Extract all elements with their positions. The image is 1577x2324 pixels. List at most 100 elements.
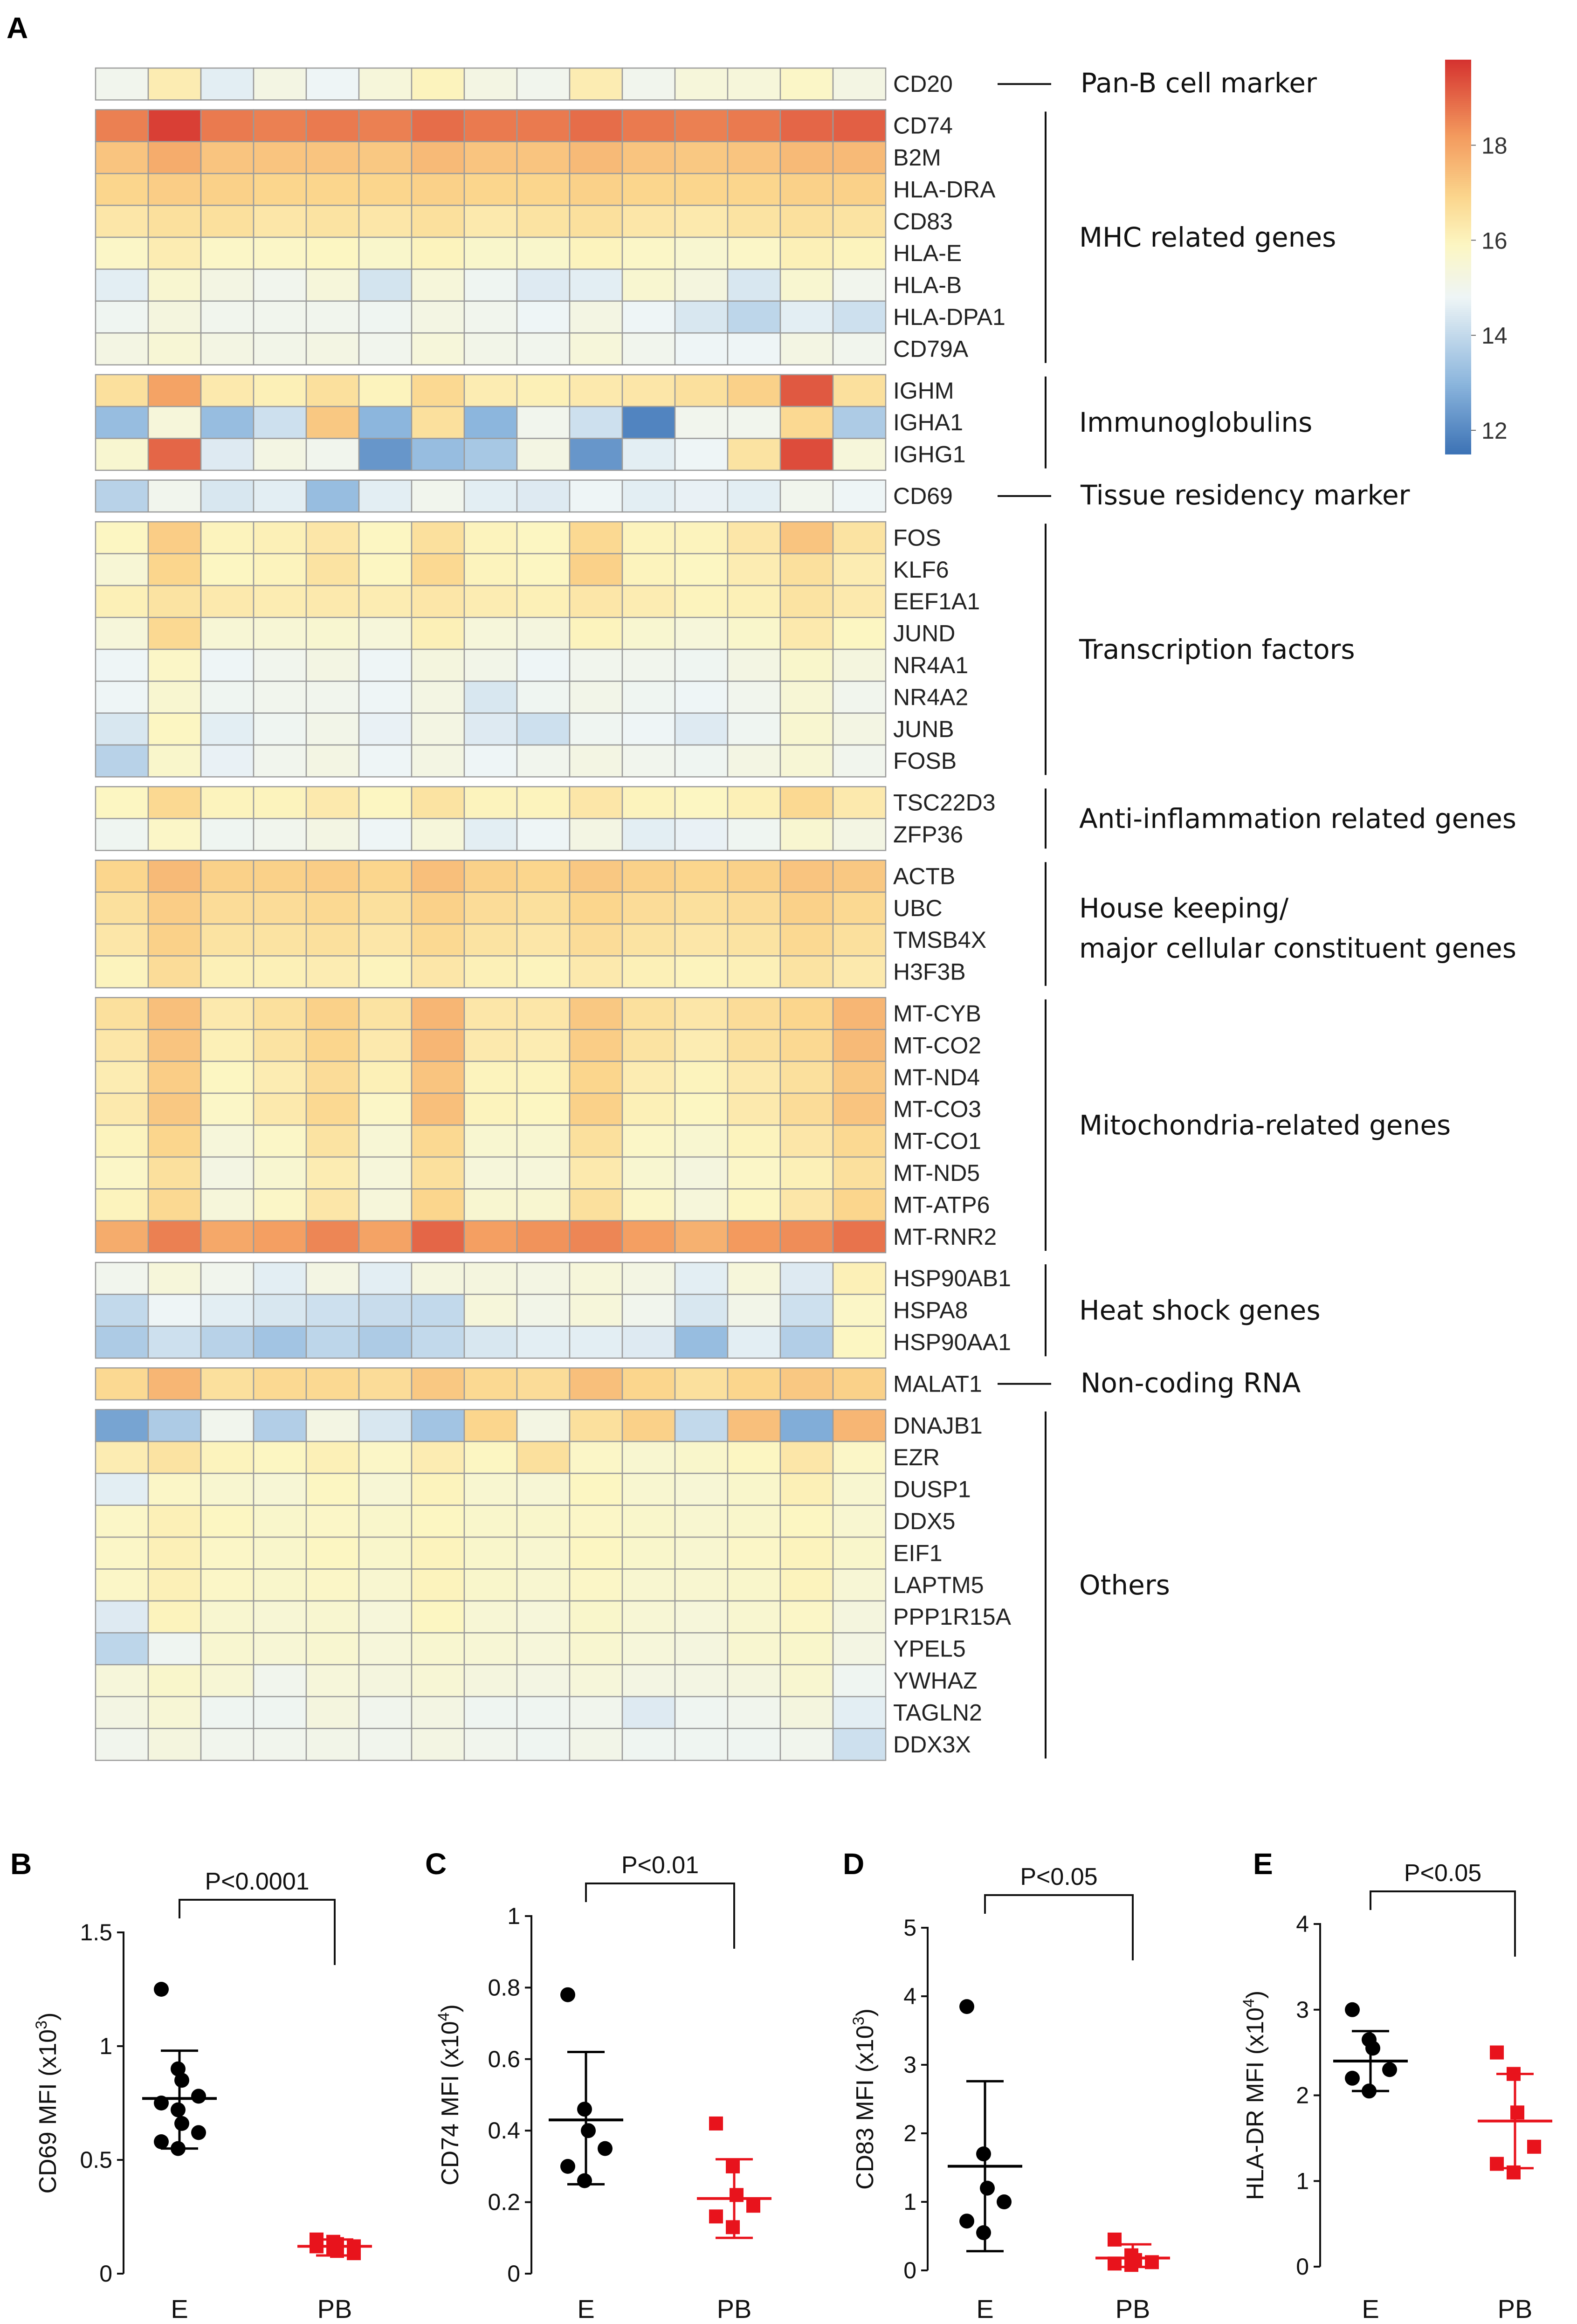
heatmap-cell — [779, 1568, 834, 1602]
heatmap-cell — [727, 1156, 781, 1190]
heatmap-cell — [779, 680, 834, 714]
colorbar-band — [1445, 166, 1471, 169]
panel-letter-a: A — [7, 11, 28, 45]
heatmap-cell — [516, 1028, 571, 1062]
heatmap-cell — [621, 712, 676, 746]
heatmap: CD20 Pan-B cell marker CD74 B2M HLA-DRA CD83 H… — [95, 67, 1516, 1761]
heatmap-cell — [253, 1262, 307, 1295]
heatmap-cell — [200, 438, 255, 471]
colorbar-band — [1445, 62, 1471, 64]
heatmap-cell — [569, 1325, 623, 1359]
colorbar-band — [1445, 198, 1471, 200]
heatmap-cell — [95, 1124, 149, 1158]
heatmap-cell — [358, 1220, 413, 1254]
heatmap-cell — [569, 1220, 623, 1254]
heatmap-cell — [674, 300, 729, 334]
heatmap-cell — [779, 818, 834, 851]
heatmap-cell — [569, 1441, 623, 1474]
colorbar-band — [1445, 347, 1471, 350]
heatmap-cell — [569, 406, 623, 439]
heatmap-cell — [253, 1188, 307, 1221]
heatmap-cell — [832, 300, 887, 334]
colorbar-band — [1445, 371, 1471, 374]
heatmap-cell — [411, 744, 465, 778]
heatmap-cell — [253, 1367, 307, 1400]
heatmap-cell — [621, 617, 676, 650]
heatmap-cell — [674, 1294, 729, 1327]
colorbar-band — [1445, 393, 1471, 395]
p-value-label: P<0.05 — [1404, 1860, 1481, 1887]
heatmap-cell — [516, 744, 571, 778]
colorbar-band — [1445, 69, 1471, 72]
colorbar-band — [1445, 101, 1471, 103]
heatmap-cell — [200, 712, 255, 746]
heatmap-cell — [411, 1028, 465, 1062]
heatmap-cell — [95, 617, 149, 650]
heatmap-cell — [727, 479, 781, 513]
heatmap-cell — [147, 1568, 202, 1602]
heatmap-cell — [358, 141, 413, 174]
heatmap-cell — [95, 786, 149, 820]
heatmap-cell — [358, 1441, 413, 1474]
group-label: Mitochondria-related genes — [1079, 1109, 1451, 1141]
heatmap-cell — [305, 1536, 360, 1570]
colorbar-band — [1445, 192, 1471, 194]
group-label: MHC related genes — [1079, 221, 1336, 253]
group-label: Immunoglobulins — [1079, 407, 1312, 438]
heatmap-cell — [569, 955, 623, 989]
colorbar-band — [1445, 270, 1471, 273]
heatmap-cell — [674, 553, 729, 586]
heatmap-cell — [147, 585, 202, 618]
colorbar-band — [1445, 280, 1471, 283]
heatmap-cell — [305, 1568, 360, 1602]
colorbar-band — [1445, 201, 1471, 204]
y-tick-label: 2 — [1296, 2083, 1309, 2109]
gene-label: HLA-DRA — [893, 176, 996, 202]
heatmap-cell — [727, 1632, 781, 1666]
colorbar-band — [1445, 121, 1471, 124]
heatmap-cell — [727, 585, 781, 618]
heatmap-cell — [200, 205, 255, 238]
heatmap-cell — [253, 521, 307, 554]
heatmap-cell — [253, 1696, 307, 1729]
heatmap-cell — [779, 67, 834, 101]
heatmap-cell — [569, 1632, 623, 1666]
heatmap-cell — [200, 553, 255, 586]
heatmap-cell — [358, 1664, 413, 1697]
heatmap-cell — [621, 1728, 676, 1761]
heatmap-cell — [516, 1367, 571, 1400]
heatmap-cell — [200, 1092, 255, 1126]
heatmap-cell — [516, 1632, 571, 1666]
colorbar-band — [1445, 430, 1471, 433]
heatmap-cell — [411, 1728, 465, 1761]
colorbar-band — [1445, 272, 1471, 275]
heatmap-cell — [305, 997, 360, 1030]
colorbar-band — [1445, 434, 1471, 437]
colorbar-band — [1445, 440, 1471, 443]
heatmap-cell — [253, 1664, 307, 1697]
heatmap-cell — [95, 332, 149, 365]
heatmap-cell — [516, 955, 571, 989]
heatmap-cell — [305, 236, 360, 270]
colorbar-band — [1445, 87, 1471, 90]
y-tick-label: 0 — [903, 2257, 916, 2283]
colorbar-band — [1445, 292, 1471, 295]
colorbar-band — [1445, 322, 1471, 324]
heatmap-cell — [358, 1696, 413, 1729]
heatmap-cell — [147, 786, 202, 820]
heatmap-cell — [200, 1367, 255, 1400]
gene-label: TSC22D3 — [893, 790, 996, 816]
heatmap-cell — [569, 1124, 623, 1158]
heatmap-cell — [727, 1325, 781, 1359]
heatmap-cell — [621, 67, 676, 101]
data-point — [1124, 2258, 1138, 2272]
y-tick-label: 0 — [507, 2261, 520, 2287]
heatmap-cell — [305, 1632, 360, 1666]
y-tick-label: 1 — [99, 2033, 112, 2059]
heatmap-cell — [569, 585, 623, 618]
heatmap-cell — [411, 1504, 465, 1538]
panel-letter: E — [1253, 1847, 1273, 1881]
heatmap-cell — [727, 1262, 781, 1295]
heatmap-cell — [516, 712, 571, 746]
heatmap-cell — [621, 300, 676, 334]
